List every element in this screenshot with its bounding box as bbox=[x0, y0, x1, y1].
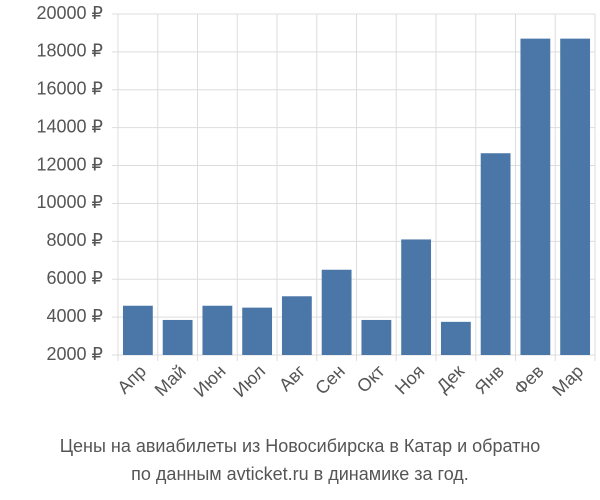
x-tick-label: Сен bbox=[311, 361, 348, 398]
bar bbox=[401, 239, 432, 355]
x-tick-label: Мар bbox=[548, 361, 587, 400]
y-tick-label: 12000 ₽ bbox=[36, 154, 103, 174]
x-tick-label: Окт bbox=[353, 361, 389, 397]
x-tick-label: Дек bbox=[433, 361, 468, 396]
x-tick-label: Май bbox=[151, 361, 190, 400]
bar bbox=[122, 305, 153, 355]
x-tick-label: Янв bbox=[471, 361, 508, 398]
y-tick-label: 6000 ₽ bbox=[47, 268, 104, 288]
y-tick-label: 16000 ₽ bbox=[36, 79, 103, 99]
bar bbox=[440, 321, 471, 355]
y-tick-label: 8000 ₽ bbox=[47, 230, 104, 250]
x-tick-label: Апр bbox=[113, 361, 150, 398]
bar bbox=[321, 269, 352, 355]
bar bbox=[202, 305, 233, 355]
x-tick-label: Авг bbox=[275, 361, 309, 395]
y-tick-label: 18000 ₽ bbox=[36, 41, 103, 61]
y-tick-label: 2000 ₽ bbox=[47, 344, 104, 364]
x-tick-label: Фев bbox=[510, 361, 548, 399]
bar bbox=[520, 38, 551, 355]
y-tick-label: 14000 ₽ bbox=[36, 116, 103, 136]
bar bbox=[480, 153, 511, 355]
bar bbox=[281, 296, 312, 355]
y-tick-label: 4000 ₽ bbox=[47, 306, 104, 326]
bar bbox=[162, 319, 193, 355]
bar bbox=[242, 307, 273, 355]
x-tick-label: Ноя bbox=[391, 361, 428, 398]
y-tick-label: 10000 ₽ bbox=[36, 192, 103, 212]
x-tick-label: Июн bbox=[190, 361, 230, 401]
chart-title: Цены на авиабилеты из Новосибирска в Кат… bbox=[59, 436, 541, 484]
bar bbox=[361, 319, 392, 355]
bar bbox=[560, 38, 591, 355]
x-tick-label: Июл bbox=[229, 361, 269, 401]
chart: 2000 ₽ 4000 ₽ 6000 ₽ 8000 ₽ 10000 ₽ 12000 ₽ 14… bbox=[36, 3, 596, 401]
y-tick-label: 20000 ₽ bbox=[36, 3, 103, 23]
